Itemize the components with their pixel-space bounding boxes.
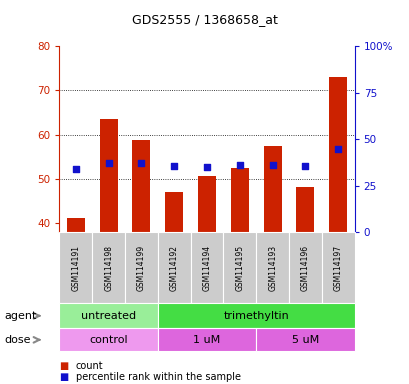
Point (334, 146, 341, 152)
Text: count: count (76, 361, 103, 371)
Point (301, 163, 308, 169)
Text: GSM114192: GSM114192 (169, 245, 178, 291)
Bar (230, 167, 248, 232)
Text: GSM114196: GSM114196 (300, 245, 309, 291)
Text: percentile rank within the sample: percentile rank within the sample (76, 372, 240, 382)
Text: untreated: untreated (81, 311, 136, 321)
Text: GSM114197: GSM114197 (333, 245, 342, 291)
Bar (296, 187, 314, 232)
Point (236, 162, 243, 168)
Point (203, 164, 210, 170)
Bar (263, 146, 281, 232)
Text: GSM114198: GSM114198 (104, 245, 113, 291)
Point (105, 161, 112, 167)
Text: GSM114195: GSM114195 (235, 245, 244, 291)
Text: trimethyltin: trimethyltin (223, 311, 288, 321)
Point (72, 166, 79, 172)
Text: GSM114193: GSM114193 (267, 245, 276, 291)
Text: ■: ■ (59, 372, 69, 382)
Text: GSM114194: GSM114194 (202, 245, 211, 291)
Bar (198, 176, 216, 232)
Text: GDS2555 / 1368658_at: GDS2555 / 1368658_at (132, 13, 277, 26)
Point (269, 162, 275, 168)
Text: control: control (89, 335, 128, 345)
Point (138, 161, 144, 167)
Text: GSM114199: GSM114199 (137, 245, 146, 291)
Text: agent: agent (4, 311, 36, 321)
Text: ■: ■ (59, 361, 69, 371)
Text: 5 uM: 5 uM (291, 335, 318, 345)
Text: GSM114191: GSM114191 (71, 245, 80, 291)
Bar (67, 218, 85, 232)
Text: 1 uM: 1 uM (193, 335, 220, 345)
Bar (132, 140, 150, 232)
Bar (99, 119, 117, 232)
Point (171, 163, 177, 169)
Bar (328, 77, 346, 232)
Bar (165, 192, 183, 232)
Text: dose: dose (4, 335, 31, 345)
